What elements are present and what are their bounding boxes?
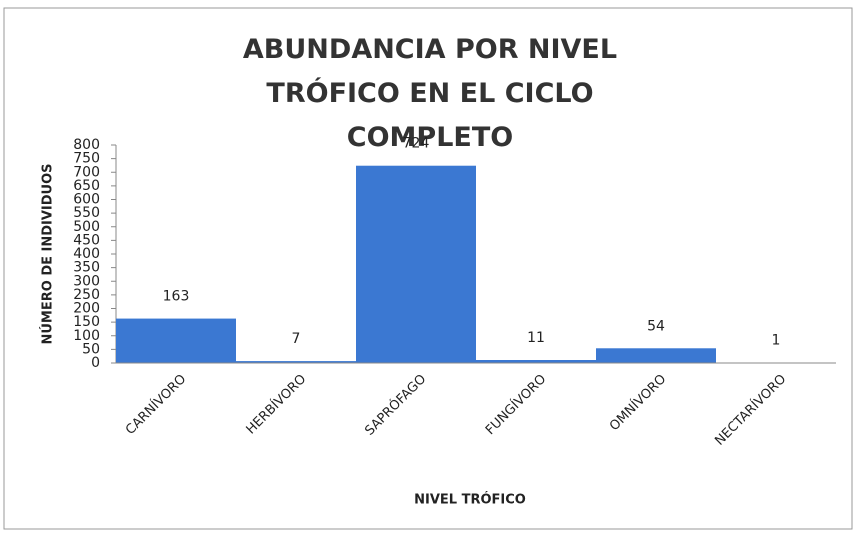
- x-tick-label: OMNÍVORO: [606, 371, 669, 434]
- y-tick-label: 750: [73, 151, 100, 167]
- data-label: 724: [403, 136, 430, 152]
- y-tick-label: 300: [73, 273, 100, 289]
- bar: [476, 360, 596, 363]
- y-tick-label: 600: [73, 192, 100, 208]
- chart-title: ABUNDANCIA POR NIVEL TRÓFICO EN EL CICLO…: [242, 34, 618, 153]
- y-axis-label: NÚMERO DE INDIVIDUOS: [40, 163, 56, 344]
- bar: [356, 165, 476, 363]
- bar: [596, 348, 716, 363]
- y-tick-label: 0: [91, 355, 100, 371]
- y-tick-label: 250: [73, 287, 100, 303]
- y-tick-label: 650: [73, 178, 100, 194]
- data-label: 163: [163, 289, 190, 305]
- chart-frame: [3, 7, 853, 530]
- x-tick-label: FUNGÍVORO: [482, 371, 549, 438]
- data-label: 1: [772, 333, 781, 349]
- x-tick-label: NECTARÍVORO: [712, 371, 790, 449]
- y-tick-label: 150: [73, 314, 100, 330]
- data-label: 54: [647, 318, 665, 334]
- y-tick-label: 400: [73, 246, 100, 262]
- y-tick-label: 550: [73, 205, 100, 221]
- bar: [116, 318, 236, 363]
- y-tick-label: 500: [73, 219, 100, 235]
- y-tick-label: 450: [73, 232, 100, 248]
- y-tick-label: 800: [73, 137, 100, 153]
- y-tick-label: 100: [73, 328, 100, 344]
- y-tick-label: 350: [73, 260, 100, 276]
- data-label: 7: [292, 331, 301, 347]
- data-label: 11: [527, 330, 545, 346]
- y-tick-label: 700: [73, 164, 100, 180]
- bar: [236, 361, 356, 363]
- x-tick-label: SAPRÓFAGO: [362, 371, 430, 439]
- y-tick-label: 200: [73, 301, 100, 317]
- y-tick-label: 50: [82, 341, 100, 357]
- x-tick-label: CARNÍVORO: [122, 371, 189, 438]
- x-axis-label: NIVEL TRÓFICO: [414, 492, 526, 508]
- x-tick-label: HERBÍVORO: [243, 371, 309, 437]
